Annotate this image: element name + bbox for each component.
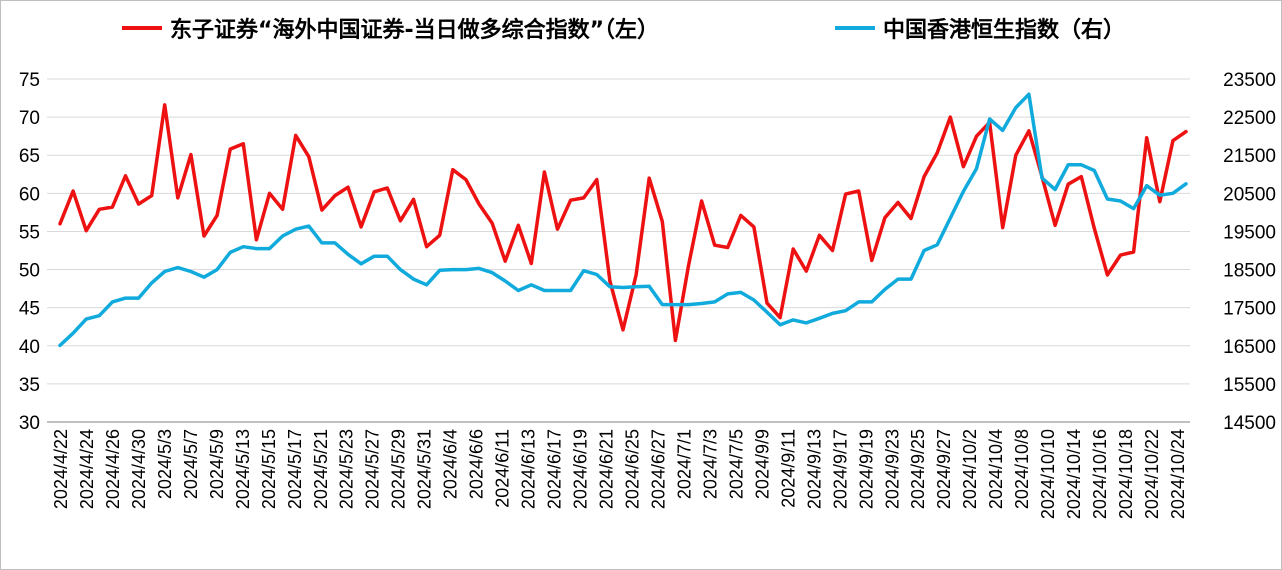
x-tick-label: 2024/9/13 <box>804 429 824 509</box>
x-tick-label: 2024/5/3 <box>155 429 175 499</box>
x-tick-label: 2024/5/13 <box>233 429 253 509</box>
x-tick-label: 2024/5/31 <box>415 429 435 509</box>
x-tick-label: 2024/9/11 <box>778 429 798 508</box>
y-right-tick-label: 20500 <box>1223 184 1276 205</box>
y-left-tick-label: 35 <box>19 375 40 396</box>
x-tick-label: 2024/9/27 <box>934 429 954 509</box>
x-tick-label: 2024/6/13 <box>519 429 539 509</box>
series-line-right <box>58 92 1188 348</box>
x-tick-label: 2024/5/21 <box>311 429 331 509</box>
x-tick-label: 2024/10/14 <box>1064 429 1084 519</box>
series-lines <box>58 92 1188 348</box>
x-tick-label: 2024/9/9 <box>752 429 772 499</box>
x-tick-label: 2024/7/1 <box>674 429 694 499</box>
x-tick-label: 2024/7/5 <box>726 429 746 499</box>
legend-label-left-series: 东子证券“海外中国证券-当日做多综合指数”（左） <box>170 18 660 43</box>
x-tick-label: 2024/5/9 <box>207 429 227 499</box>
x-tick-label: 2024/7/3 <box>700 429 720 499</box>
legend: 东子证券“海外中国证券-当日做多综合指数”（左） 中国香港恒生指数（右） <box>0 8 1282 48</box>
x-tick-label: 2024/5/7 <box>181 429 201 499</box>
x-tick-label: 2024/6/19 <box>571 429 591 509</box>
y-right-tick-label: 23500 <box>1223 70 1276 91</box>
legend-item-right-series: 中国香港恒生指数（右） <box>835 8 1125 48</box>
y-right-tick-label: 22500 <box>1223 108 1276 129</box>
x-tick-label: 2024/5/29 <box>389 429 409 509</box>
x-tick-label: 2024/4/24 <box>77 429 97 509</box>
y-right-tick-label: 19500 <box>1223 222 1276 243</box>
y-right-tick-label: 17500 <box>1223 299 1276 320</box>
x-tick-label: 2024/10/22 <box>1142 429 1162 519</box>
x-tick-label: 2024/10/4 <box>986 429 1006 509</box>
y-right-tick-label: 21500 <box>1223 146 1276 167</box>
x-tick-label: 2024/6/17 <box>545 429 565 509</box>
y-right-tick-label: 14500 <box>1223 413 1276 434</box>
x-tick-label: 2024/10/16 <box>1090 429 1110 519</box>
x-tick-label: 2024/6/4 <box>441 429 461 499</box>
y-left-tick-label: 55 <box>19 222 40 243</box>
x-tick-label: 2024/9/19 <box>856 429 876 509</box>
x-tick-label: 2024/4/26 <box>103 429 123 509</box>
x-tick-label: 2024/10/18 <box>1116 429 1136 519</box>
y-left-tick-label: 45 <box>19 299 40 320</box>
x-tick-label: 2024/5/27 <box>363 429 383 509</box>
y-left-tick-label: 75 <box>19 70 40 91</box>
y-left-tick-label: 30 <box>19 413 40 434</box>
y-right-tick-label: 15500 <box>1223 375 1276 396</box>
x-tick-label: 2024/5/15 <box>259 429 279 509</box>
x-tick-label: 2024/6/21 <box>597 429 617 509</box>
x-tick-label: 2024/9/17 <box>830 429 850 509</box>
y-right-tick-label: 16500 <box>1223 337 1276 358</box>
legend-item-left-series: 东子证券“海外中国证券-当日做多综合指数”（左） <box>122 8 659 48</box>
gridlines <box>47 78 1190 385</box>
y-left-tick-label: 40 <box>19 337 40 358</box>
y-left-tick-label: 60 <box>19 184 40 205</box>
x-tick-label: 2024/10/8 <box>1012 429 1032 509</box>
axes: 30 35 40 45 50 55 60 65 70 75 14500 15500 16500 17500… <box>19 70 1276 519</box>
legend-swatch-red <box>122 26 162 30</box>
x-tick-label: 2024/6/27 <box>649 429 669 509</box>
x-tick-label: 2024/5/23 <box>337 429 357 509</box>
y-left-tick-label: 65 <box>19 146 40 167</box>
series-line-left <box>58 103 1188 343</box>
legend-label-right-series: 中国香港恒生指数（右） <box>883 18 1126 43</box>
y-left-tick-label: 70 <box>19 108 40 129</box>
x-tick-label: 2024/5/17 <box>285 429 305 509</box>
x-tick-label: 2024/6/6 <box>467 429 487 499</box>
x-tick-label: 2024/4/30 <box>129 429 149 509</box>
x-tick-label: 2024/10/24 <box>1168 429 1188 519</box>
x-tick-label: 2024/6/25 <box>623 429 643 509</box>
y-right-tick-label: 18500 <box>1223 261 1276 282</box>
x-tick-label: 2024/10/10 <box>1038 429 1058 519</box>
legend-swatch-blue <box>835 26 875 30</box>
x-tick-label: 2024/4/22 <box>51 429 71 509</box>
x-tick-label: 2024/6/11 <box>493 429 513 508</box>
x-tick-label: 2024/9/25 <box>908 429 928 509</box>
x-tick-label: 2024/9/23 <box>882 429 902 509</box>
x-tick-label: 2024/10/2 <box>960 429 980 509</box>
y-left-tick-label: 50 <box>19 261 40 282</box>
